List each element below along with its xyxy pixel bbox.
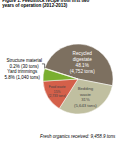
svg-text:Fresh organics received: 9,458: Fresh organics received: 9,458.9 tons <box>40 134 116 139</box>
svg-text:Beddingwaste31%(5,643 tons): Beddingwaste31%(5,643 tons) <box>74 86 97 108</box>
svg-text:Food waste15%(2,733 tons): Food waste15%(2,733 tons) <box>48 85 66 98</box>
svg-text:Recycleddigestate48.1%(4,752 t: Recycleddigestate48.1%(4,752 tons) <box>70 51 95 74</box>
svg-text:Yard trimmings5.8% (1,040 tons: Yard trimmings5.8% (1,040 tons) <box>5 69 41 80</box>
svg-text:Structure material0.2% (30 ton: Structure material0.2% (30 tons) <box>6 58 42 69</box>
svg-text:Figure 1. Feedstock recipe fro: Figure 1. Feedstock recipe from first tw… <box>2 0 89 8</box>
